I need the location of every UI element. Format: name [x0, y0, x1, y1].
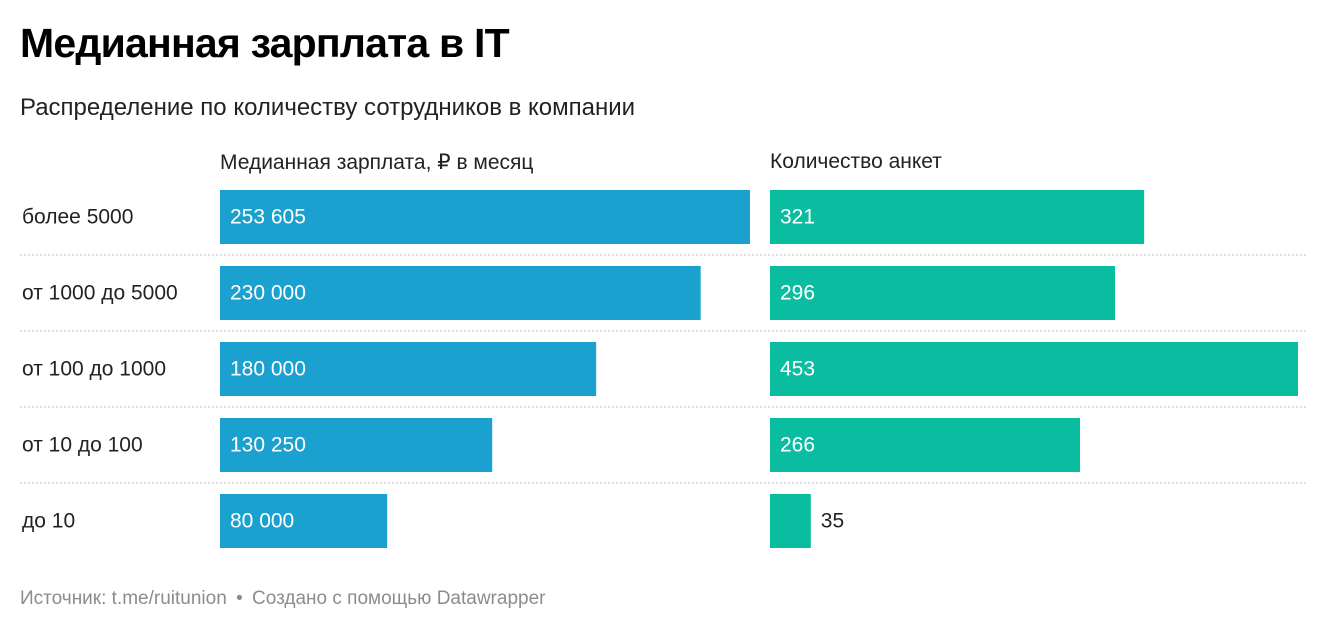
salary-bar [220, 190, 750, 244]
chart-footer: Источник: t.me/ruitunion • Создано с пом… [20, 588, 545, 610]
chart-subtitle: Распределение по количеству сотрудников … [20, 94, 636, 121]
salary-value-label: 230 000 [230, 282, 306, 305]
salary-bar [220, 266, 701, 320]
salary-value-label: 253 605 [230, 206, 306, 229]
count-bar [770, 418, 1081, 472]
source-link[interactable]: t.me/ruitunion [111, 588, 227, 609]
category-label: до 10 [22, 510, 75, 533]
bar-chart: более 5000 253 605 321 от 1000 до 5000 230 0… [20, 190, 1306, 548]
count-value-label: 296 [780, 282, 815, 305]
count-bar [770, 266, 1116, 320]
salary-bar [220, 342, 597, 396]
category-label: более 5000 [22, 206, 133, 229]
footer-credit[interactable]: Создано с помощью Datawrapper [252, 588, 546, 609]
salary-value-label: 80 000 [230, 510, 294, 533]
category-label: от 1000 до 5000 [22, 282, 178, 305]
salary-bar [220, 418, 493, 472]
count-bar [770, 494, 811, 548]
source-label: Источник: [20, 588, 107, 609]
category-label: от 10 до 100 [22, 434, 143, 457]
category-label: от 100 до 1000 [22, 358, 166, 381]
salary-bar [220, 494, 388, 548]
chart-title: Медианная зарплата в IT [20, 20, 510, 66]
salary-value-label: 180 000 [230, 358, 306, 381]
count-value-label: 453 [780, 358, 815, 381]
count-value-label: 35 [821, 510, 844, 533]
count-value-label: 266 [780, 434, 815, 457]
salary-value-label: 130 250 [230, 434, 306, 457]
count-bar [770, 342, 1298, 396]
count-column-header: Количество анкет [770, 150, 942, 173]
salary-column-header: Медианная зарплата, ₽ в месяц [220, 151, 534, 174]
count-bar [770, 190, 1145, 244]
footer-separator: • [236, 588, 243, 609]
count-value-label: 321 [780, 206, 815, 229]
